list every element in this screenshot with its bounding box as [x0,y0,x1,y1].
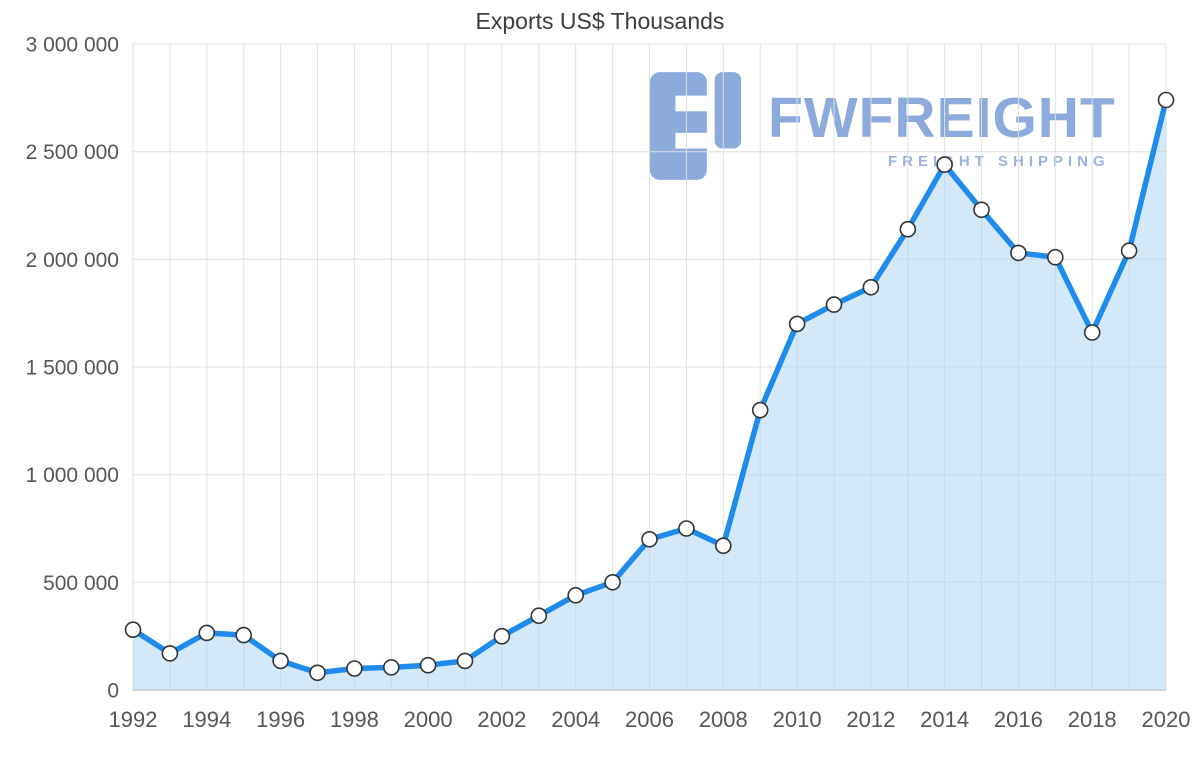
data-point-marker [751,401,769,419]
fwfreight-logo-icon [650,72,742,180]
data-point-marker [530,607,548,625]
y-tick-label: 3 000 000 [26,34,119,57]
x-tick-label: 1996 [256,707,305,732]
data-point-marker [124,621,142,639]
data-point-marker [198,624,216,642]
data-point-marker [1083,324,1101,341]
x-tick-label: 2004 [551,707,600,732]
data-point-marker [973,201,990,219]
y-tick-label: 1 000 000 [26,464,119,487]
y-tick-label: 0 [107,680,119,703]
data-point-marker [419,656,437,674]
data-point-marker [1120,242,1138,259]
data-point-marker [382,659,400,676]
data-point-marker [1010,244,1027,262]
x-tick-label: 1994 [182,707,231,732]
data-point-marker [714,537,732,555]
data-point-marker [788,315,806,333]
x-tick-label: 2008 [699,707,748,732]
data-point-marker [309,664,326,682]
x-tick-label: 1998 [330,707,379,732]
data-point-marker [235,626,252,644]
x-tick-label: 2014 [920,707,969,732]
area-fill [133,100,1166,690]
x-tick-label: 2006 [625,707,674,732]
data-point-marker [641,530,658,548]
data-point-marker [936,156,953,173]
data-point-marker [1157,91,1175,109]
y-tick-label: 1 500 000 [26,357,119,380]
data-point-marker [567,586,585,604]
x-tick-label: 2018 [1068,707,1117,732]
data-point-marker [493,627,511,645]
y-axis-labels: 0 500 000 1 000 000 1 500 000 2 000 000 2 500… [26,34,119,703]
data-point-marker [899,220,917,238]
data-point-marker [862,278,880,296]
data-point-marker [604,573,621,591]
y-tick-label: 2 000 000 [26,249,119,272]
x-tick-label: 2000 [404,707,453,732]
data-point-marker [825,296,843,313]
y-tick-label: 500 000 [43,572,119,595]
data-point-marker [161,645,179,662]
x-tick-label: 2002 [477,707,526,732]
x-tick-label: 2020 [1142,707,1191,732]
x-tick-label: 1992 [109,707,158,732]
x-tick-label: 2012 [846,707,895,732]
x-axis-labels: 1992 1994 1996 1998 2000 2002 2004 2006 2008 2010… [109,707,1191,732]
data-point-markers [124,91,1175,682]
data-point-marker [272,652,289,670]
y-tick-label: 2 500 000 [26,141,119,164]
chart-title: Exports US$ Thousands [475,8,725,34]
watermark-brand: FWFREIGHT [768,86,1116,150]
data-point-marker [456,652,474,670]
data-point-marker [1047,248,1064,266]
x-tick-label: 2016 [994,707,1043,732]
data-point-marker [678,520,695,537]
x-tick-label: 2010 [773,707,822,732]
data-point-marker [346,660,363,677]
